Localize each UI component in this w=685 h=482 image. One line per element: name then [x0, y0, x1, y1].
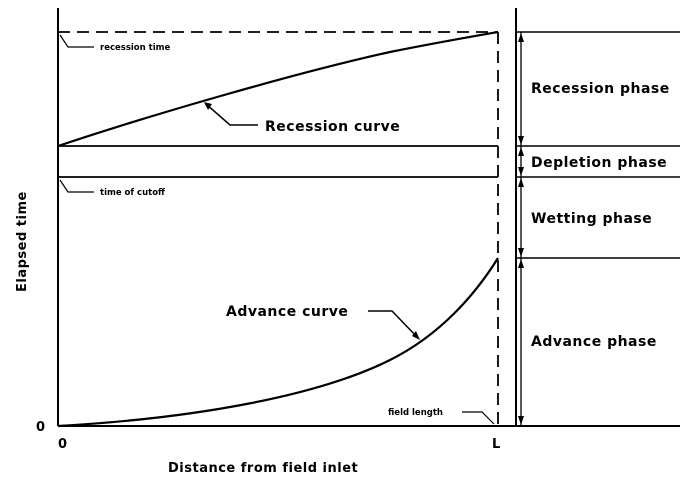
phase-arrowheads	[518, 33, 524, 425]
advance-curve	[57, 257, 499, 428]
advance-curve-label: Advance curve	[226, 304, 348, 320]
recession-curve-leader	[205, 103, 258, 126]
origin-x-label: 0	[58, 437, 68, 452]
advance-curve-leader	[368, 310, 419, 339]
recession-curve	[57, 30, 499, 148]
y-axis-label: Elapsed time	[15, 191, 30, 292]
x-axis-label: Distance from field inlet	[168, 461, 358, 476]
time-of-cutoff-label: time of cutoff	[100, 188, 165, 198]
origin-y-label: 0	[36, 420, 46, 435]
recession-phase-label: Recession phase	[531, 81, 670, 97]
depletion-phase-label: Depletion phase	[531, 155, 667, 171]
time-of-cutoff-leader	[59, 179, 94, 193]
field-length-label: field length	[388, 408, 443, 418]
recession-curve-label: Recession curve	[265, 119, 400, 135]
wetting-phase-label: Wetting phase	[531, 211, 652, 227]
recession-curve-arrowhead	[204, 102, 212, 110]
recession-time-leader	[59, 34, 94, 48]
recession-time-label: recession time	[100, 43, 170, 53]
field-end-label: L	[492, 437, 501, 452]
advance-curve-arrowhead	[412, 331, 420, 340]
field-length-leader	[462, 411, 495, 425]
advance-phase-label: Advance phase	[531, 334, 657, 350]
